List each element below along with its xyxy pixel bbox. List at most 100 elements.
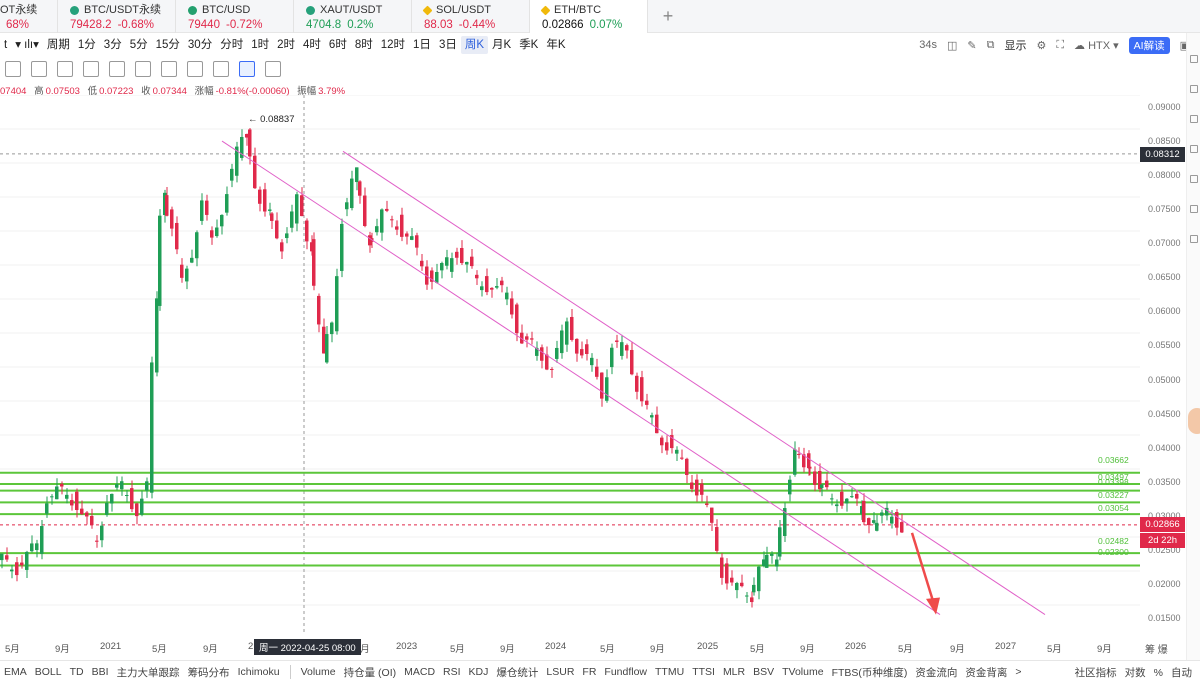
ticker-tab[interactable]: BTC/USDT永续 79428.2 -0.68% (58, 0, 176, 33)
ticker-tab[interactable]: XAUT/USDT 4704.8 0.2% (294, 0, 412, 33)
candle-body (158, 215, 162, 306)
indicator-option[interactable]: 主力大单跟踪 (116, 666, 180, 679)
candle-tool-icon[interactable] (135, 61, 151, 77)
indicator-option[interactable]: TTSI (692, 666, 715, 678)
high-value: 0.07503 (45, 86, 80, 97)
sidebar-icon[interactable] (1190, 145, 1198, 153)
timeframe-option[interactable]: 年K (546, 39, 566, 51)
indicator-setting[interactable]: 对数 (1124, 666, 1146, 679)
indicator-option[interactable]: Fundflow (604, 666, 648, 678)
indicator-option[interactable]: 资金背离 (965, 666, 1008, 679)
indicator-option[interactable]: RSI (443, 666, 461, 678)
camera-icon[interactable]: ◫ (946, 39, 958, 52)
timeframe-option[interactable]: 4时 (303, 39, 321, 51)
indicator-option[interactable]: BOLL (34, 666, 62, 678)
timeframe-option[interactable]: 6时 (328, 39, 347, 51)
indicator-option[interactable]: TTMU (655, 666, 685, 678)
timeframe-option[interactable]: 30分 (187, 39, 213, 51)
indicator-option[interactable]: BSV (753, 666, 775, 678)
candle-body (555, 347, 559, 359)
candle-body (60, 483, 64, 487)
layout-icon[interactable]: ▣ (1179, 39, 1190, 52)
sidebar-icon[interactable] (1190, 55, 1198, 63)
settings-icon[interactable]: ⚙ (1036, 39, 1047, 52)
indicator-option[interactable]: TVolume (782, 666, 824, 678)
level-label: 0.03054 (1098, 503, 1129, 513)
timeframe-option[interactable]: 5分 (129, 39, 148, 51)
timeframe-option[interactable]: 3日 (438, 39, 457, 51)
chart-type-icon[interactable]: ▾ ılı▾ (15, 39, 39, 51)
ticker-tab[interactable]: OT永续 68% (0, 0, 58, 33)
indicator-setting[interactable]: 社区指标 (1074, 666, 1117, 679)
price-tick-label: 0.06500 (1148, 272, 1181, 283)
timeframe-option[interactable]: 分时 (220, 39, 244, 51)
timeframe-option[interactable]: 3分 (103, 39, 122, 51)
indicator-option[interactable]: FR (582, 666, 597, 678)
timeframe-option[interactable]: 1分 (77, 39, 96, 51)
ticker-tab[interactable]: BTC/USD 79440 -0.72% (176, 0, 294, 33)
indicator-option[interactable]: 资金流向 (915, 666, 958, 679)
timeframe-option[interactable]: 1时 (251, 39, 270, 51)
trash-icon[interactable] (265, 61, 281, 77)
indicator-option[interactable]: 爆仓统计 (496, 666, 539, 679)
candle-body (455, 251, 459, 258)
brush-tool-icon[interactable] (109, 61, 125, 77)
price-chart[interactable]: ← 0.08837 (0, 95, 1140, 635)
indicator-option[interactable]: 筹码分布 (187, 666, 230, 679)
indicator-option[interactable]: Ichimoku (237, 666, 280, 678)
sidebar-icon[interactable] (1190, 235, 1198, 243)
indicator-option[interactable]: TD (69, 666, 84, 678)
candle-body (480, 286, 484, 291)
sidebar-icon[interactable] (1190, 175, 1198, 183)
candle-body (510, 298, 514, 315)
add-tab-button[interactable]: + (662, 5, 674, 26)
indicator-option[interactable]: MACD (404, 666, 436, 678)
indicator-option[interactable]: KDJ (468, 666, 489, 678)
candle-body (520, 332, 524, 344)
timeframe-option[interactable]: 月K (492, 39, 512, 51)
timeframe-option[interactable]: 周期 (46, 39, 70, 51)
indicator-option[interactable]: EMA (4, 666, 27, 678)
sidebar-icon[interactable] (1190, 205, 1198, 213)
timeframe-option[interactable]: 季K (519, 39, 539, 51)
avatar[interactable] (1188, 408, 1200, 434)
time-axis[interactable]: 5月 9月 2021 5月 9月 2 9月 2023 5月 9月 2024 5月 9月 2025 5月 9月 2… (0, 637, 1140, 657)
cursor-tool-icon[interactable] (5, 61, 21, 77)
candle-body (410, 236, 414, 240)
display-button[interactable]: 显示 (1004, 40, 1027, 52)
exchange-select[interactable]: ☁ HTX ▾ (1074, 39, 1119, 52)
timeframe-option[interactable]: 8时 (354, 39, 373, 51)
lock-tool-icon[interactable] (213, 61, 229, 77)
sidebar-icon[interactable] (1190, 85, 1198, 93)
timeframe-option[interactable]: 1日 (413, 39, 431, 51)
eraser-tool-icon[interactable] (187, 61, 203, 77)
indicator-option[interactable]: LSUR (546, 666, 575, 678)
timeframe-option[interactable]: 周K (460, 36, 489, 54)
ai-button[interactable]: AI解读 (1128, 36, 1170, 54)
indicator-option[interactable]: FTBS(币种维度) (831, 666, 908, 679)
filter-tool-icon[interactable] (239, 61, 255, 77)
timeframe-option[interactable]: 15分 (155, 39, 180, 51)
timeframe-option[interactable]: 2时 (277, 39, 296, 51)
line-tool-icon[interactable] (31, 61, 47, 77)
indicator-setting[interactable]: % (1153, 666, 1163, 679)
candle-body (808, 466, 812, 469)
ticker-tab[interactable]: ETH/BTC 0.02866 0.07% (530, 0, 648, 33)
copy-icon[interactable]: ⧉ (986, 38, 995, 51)
candle-body (310, 242, 314, 252)
indicator-option[interactable]: MLR (722, 666, 746, 678)
clipboard-tool-icon[interactable] (161, 61, 177, 77)
edit-icon[interactable]: ✎ (967, 39, 977, 52)
pen-tool-icon[interactable] (83, 61, 99, 77)
indicator-setting[interactable]: 自动 (1171, 666, 1192, 679)
price-axis[interactable]: 0.09000 0.08500 0.08000 0.07500 0.07000 0.065… (1140, 95, 1185, 640)
indicator-option[interactable]: Volume (300, 666, 336, 678)
indicator-option[interactable]: BBI (91, 666, 109, 678)
sidebar-icon[interactable] (1190, 115, 1198, 123)
ticker-tab[interactable]: SOL/USDT 88.03 -0.44% (412, 0, 530, 33)
fullscreen-icon[interactable]: ⛶ (1056, 38, 1065, 51)
indicator-option[interactable]: 持仓量 (OI) (343, 666, 397, 679)
timeframe-option[interactable]: 12时 (380, 39, 406, 51)
indicator-option[interactable]: > (1015, 666, 1022, 678)
rect-tool-icon[interactable] (57, 61, 73, 77)
